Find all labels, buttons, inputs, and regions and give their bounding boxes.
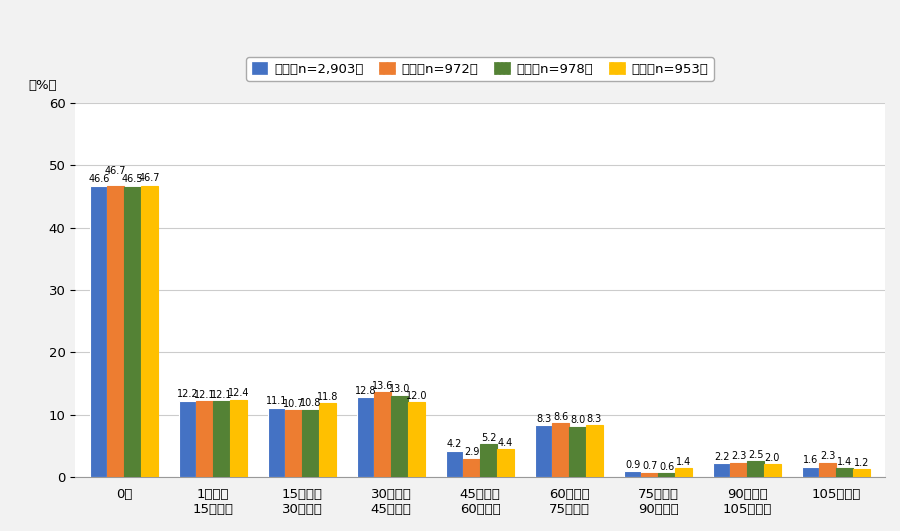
Bar [658, 473, 675, 477]
Text: 2.9: 2.9 [464, 447, 480, 457]
Bar [730, 463, 747, 477]
Text: 12.0: 12.0 [406, 390, 428, 400]
Bar [464, 459, 480, 477]
Bar [107, 186, 124, 477]
Bar [268, 408, 285, 477]
Bar [392, 396, 408, 477]
Text: 8.3: 8.3 [536, 414, 552, 424]
Text: 11.1: 11.1 [266, 396, 287, 406]
Bar [285, 410, 302, 477]
Text: 46.7: 46.7 [139, 173, 160, 183]
Bar [480, 444, 497, 477]
Text: 12.4: 12.4 [228, 388, 249, 398]
Text: 0.6: 0.6 [659, 461, 674, 472]
Text: 11.8: 11.8 [317, 392, 338, 402]
Text: 4.2: 4.2 [447, 439, 463, 449]
Bar [446, 451, 464, 477]
Text: 8.0: 8.0 [570, 415, 585, 425]
Bar [836, 468, 853, 477]
Y-axis label: （%）: （%） [29, 79, 57, 91]
Text: 10.7: 10.7 [283, 399, 304, 409]
Text: 13.6: 13.6 [372, 381, 393, 390]
Bar [586, 425, 603, 477]
Bar [747, 461, 764, 477]
Text: 2.0: 2.0 [765, 453, 780, 463]
Bar [714, 463, 730, 477]
Bar [802, 467, 819, 477]
Text: 1.2: 1.2 [854, 458, 869, 468]
Text: 4.4: 4.4 [498, 438, 513, 448]
Bar [569, 427, 586, 477]
Text: 1.4: 1.4 [837, 457, 852, 467]
Text: 12.1: 12.1 [211, 390, 232, 400]
Bar [536, 425, 553, 477]
Text: 0.9: 0.9 [626, 460, 640, 470]
Bar [230, 400, 247, 477]
Text: 12.1: 12.1 [194, 390, 215, 400]
Text: 12.8: 12.8 [355, 386, 376, 396]
Text: 2.3: 2.3 [820, 451, 835, 461]
Bar [408, 402, 425, 477]
Bar [302, 409, 319, 477]
Bar [196, 401, 213, 477]
Legend: 全体（n=2,903）, 年少（n=972）, 年中（n=978）, 年長（n=953）: 全体（n=2,903）, 年少（n=972）, 年中（n=978）, 年長（n=… [247, 57, 714, 81]
Bar [213, 401, 230, 477]
Text: 10.8: 10.8 [300, 398, 321, 408]
Bar [641, 473, 658, 477]
Bar [497, 449, 514, 477]
Text: 46.5: 46.5 [122, 175, 143, 184]
Bar [853, 469, 870, 477]
Bar [124, 187, 141, 477]
Text: 8.6: 8.6 [553, 412, 568, 422]
Bar [625, 472, 641, 477]
Bar [764, 465, 781, 477]
Bar [90, 186, 107, 477]
Bar [374, 392, 392, 477]
Bar [819, 463, 836, 477]
Text: 46.6: 46.6 [88, 174, 110, 184]
Text: 8.3: 8.3 [587, 414, 602, 424]
Bar [179, 401, 196, 477]
Bar [357, 397, 374, 477]
Text: 2.5: 2.5 [748, 450, 763, 460]
Text: 2.2: 2.2 [714, 451, 730, 461]
Text: 12.2: 12.2 [177, 389, 199, 399]
Text: 2.3: 2.3 [731, 451, 746, 461]
Bar [675, 468, 692, 477]
Bar [141, 186, 158, 477]
Text: 46.7: 46.7 [105, 166, 127, 176]
Text: 1.4: 1.4 [676, 457, 691, 467]
Text: 0.7: 0.7 [642, 461, 657, 471]
Text: 5.2: 5.2 [481, 433, 496, 443]
Text: 13.0: 13.0 [389, 384, 410, 395]
Bar [319, 404, 336, 477]
Text: 1.6: 1.6 [803, 456, 818, 465]
Bar [553, 423, 569, 477]
